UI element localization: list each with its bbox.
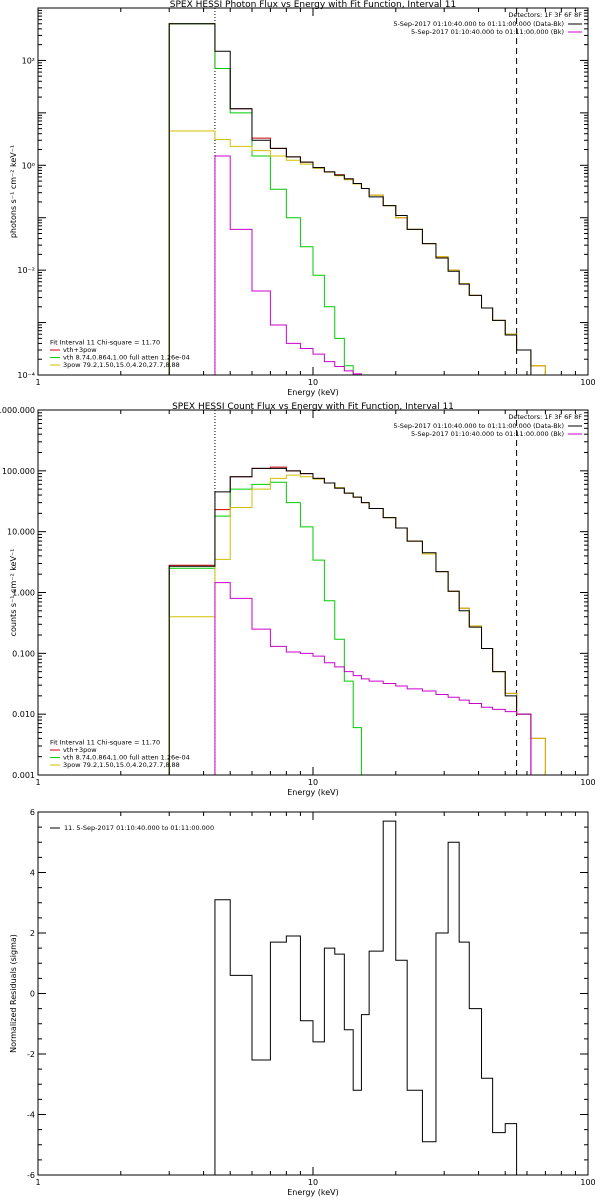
legend-bottom-left-label: vth+3pow xyxy=(63,346,97,354)
legend-bottom-left-label: vth+3pow xyxy=(63,746,97,754)
legend-bottom-left-label: 3pow 79.2,1.50,15.0,4.20,27.7,8.88 xyxy=(63,761,180,769)
x-tick-label: 100 xyxy=(580,1178,595,1187)
detectors-label: Detectors: 1F 3F 6F 8F xyxy=(508,11,582,19)
legend-bottom-left-label: vth 8.74,0.864,1.00 full atten 1.26e-04 xyxy=(63,354,190,362)
plot-area xyxy=(168,8,546,375)
y-tick-label: 0.100 xyxy=(12,649,35,658)
fit-interval-label: Fit Interval 11 Chi-square = 11.70 xyxy=(50,739,160,747)
series-data-bk xyxy=(168,23,532,375)
plot-frame xyxy=(37,7,589,376)
legend-top-left-label: 11. 5-Sep-2017 01:10:40.000 to 01:11:00.… xyxy=(64,824,214,832)
x-tick-label: 1 xyxy=(35,378,40,387)
x-tick-label: 10 xyxy=(308,1178,318,1187)
y-tick-label: 6 xyxy=(30,808,35,817)
x-axis-title: Energy (keV) xyxy=(287,1188,339,1197)
y-tick-label: 10⁻² xyxy=(17,266,35,275)
legend-bottom-left-label: 3pow 79.2,1.50,15.0,4.20,27.7,8.88 xyxy=(63,361,180,369)
legend-bottom-left-label: vth 8.74,0.864,1.00 full atten 1.26e-04 xyxy=(63,754,190,762)
y-tick-label: 0 xyxy=(30,990,35,999)
y-tick-label: -2 xyxy=(27,1050,35,1059)
legend-top-right-label: 5-Sep-2017 01:10:40.000 to 01:11:00.000 … xyxy=(393,20,564,28)
legend-top-right-label: 5-Sep-2017 01:10:40.000 to 01:11:00.000 … xyxy=(393,422,564,430)
y-tick-label: 100.000 xyxy=(2,467,35,476)
x-tick-label: 100 xyxy=(580,778,595,787)
chart-title: SPEX HESSI Count Flux vs Energy with Fit… xyxy=(172,402,454,412)
y-axis-title: photons s⁻¹ cm⁻² keV⁻¹ xyxy=(9,145,18,238)
x-axis-title: Energy (keV) xyxy=(287,388,339,397)
y-axis-title: counts s⁻¹ cm⁻² keV⁻¹ xyxy=(9,549,18,637)
plot-frame xyxy=(37,811,589,1176)
y-tick-label: -4 xyxy=(27,1111,35,1120)
plot-area xyxy=(168,410,546,775)
y-tick-label: 4 xyxy=(30,869,35,878)
legend-top-right-label: 5-Sep-2017 01:10:40.000 to 01:11:00.000 … xyxy=(411,28,564,36)
detectors-label: Detectors: 1F 3F 6F 8F xyxy=(508,413,582,421)
plot-area xyxy=(214,820,518,1175)
x-tick-label: 10 xyxy=(308,778,318,787)
fit-interval-label: Fit Interval 11 Chi-square = 11.70 xyxy=(50,339,160,347)
y-tick-label: 10⁻⁴ xyxy=(17,371,35,380)
x-tick-label: 1 xyxy=(35,778,40,787)
x-tick-label: 10 xyxy=(308,378,318,387)
y-tick-label: 0.001 xyxy=(12,771,35,780)
series-bk xyxy=(214,582,532,775)
series-vth xyxy=(168,23,354,375)
y-tick-label: -6 xyxy=(27,1171,35,1180)
x-tick-label: 100 xyxy=(580,378,595,387)
y-tick-label: 10.000 xyxy=(7,528,35,537)
y-tick-label: 10⁰ xyxy=(22,161,35,170)
y-tick-label: 1.000 xyxy=(12,589,35,598)
y-tick-label: 10² xyxy=(22,56,35,65)
series-residuals xyxy=(214,820,518,1175)
chart-title: SPEX HESSI Photon Flux vs Energy with Fi… xyxy=(170,0,456,10)
series-data-bk xyxy=(168,467,532,775)
series-bk xyxy=(214,155,531,375)
y-axis-title: Normalized Residuals (sigma) xyxy=(9,934,18,1053)
legend-top-right-label: 5-Sep-2017 01:10:40.000 to 01:11:00.000 … xyxy=(411,430,564,438)
plot-frame xyxy=(37,409,589,776)
x-tick-label: 1 xyxy=(35,1178,40,1187)
chart-photon: SPEX HESSI Photon Flux vs Energy with Fi… xyxy=(9,0,596,397)
y-tick-label: 0.010 xyxy=(12,710,35,719)
y-tick-label: 1000.000 xyxy=(0,406,35,415)
chart-count: SPEX HESSI Count Flux vs Energy with Fit… xyxy=(0,402,596,797)
x-axis-title: Energy (keV) xyxy=(287,788,339,797)
y-tick-label: 2 xyxy=(30,929,35,938)
chart-resid: 1 10 100 -6 -4 -2 0 2 4 6 Energy (keV) Normalized R… xyxy=(9,808,596,1197)
